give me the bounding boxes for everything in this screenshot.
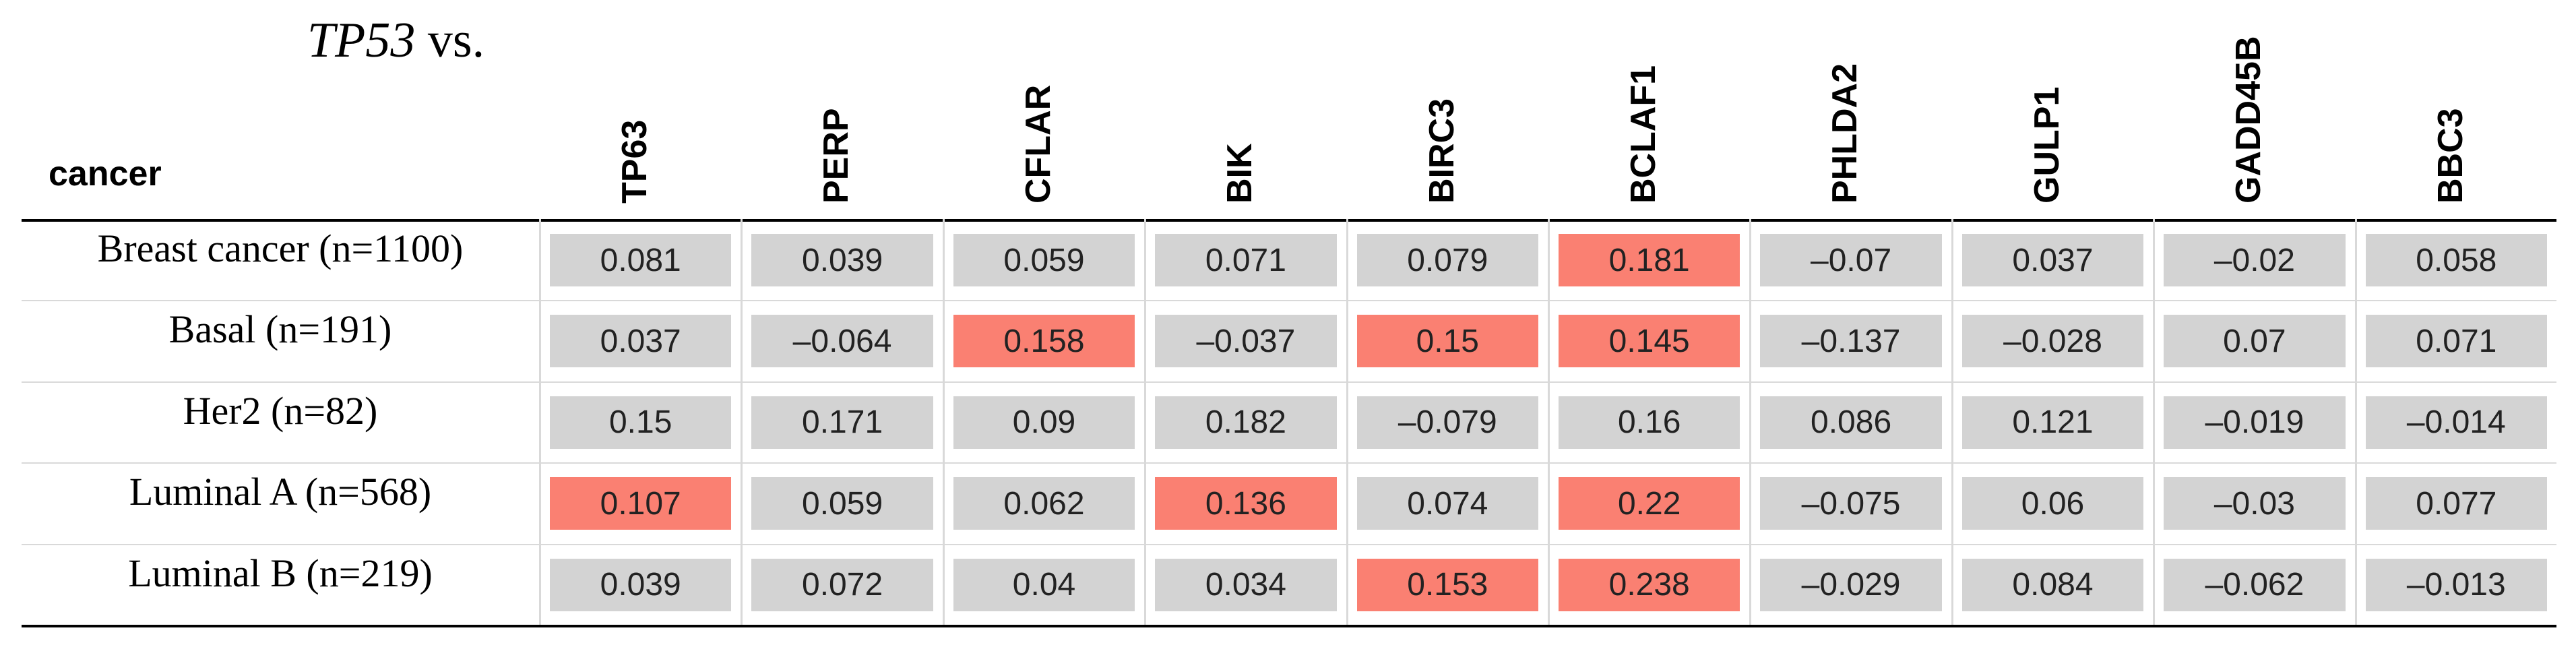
value-cell: 0.039 (751, 234, 933, 286)
value-cell: –0.075 (1760, 477, 1942, 530)
value-cell: 0.037 (1961, 234, 2144, 286)
value-cell: –0.014 (2365, 396, 2547, 449)
value-cell: 0.059 (751, 477, 933, 530)
column-header: GULP1 (2027, 86, 2067, 204)
value-cell: 0.121 (1961, 396, 2144, 449)
title-suffix: vs. (427, 13, 485, 68)
bottom-rule (22, 625, 2556, 627)
top-rule (22, 219, 2556, 222)
column-divider (1951, 219, 1953, 625)
column-divider (539, 219, 541, 625)
value-cell: 0.158 (953, 315, 1135, 368)
column-header: CFLAR (1018, 84, 1058, 204)
value-cell: 0.16 (1559, 396, 1740, 449)
value-cell: 0.081 (550, 234, 732, 286)
value-cell: 0.107 (550, 477, 732, 530)
value-cell: 0.072 (751, 558, 933, 611)
value-cell: 0.182 (1155, 396, 1337, 449)
value-cell: 0.171 (751, 396, 933, 449)
value-cell: –0.029 (1760, 558, 1942, 611)
corner-header: cancer (49, 154, 162, 193)
value-cell: 0.15 (1356, 315, 1538, 368)
value-cell: 0.238 (1559, 558, 1740, 611)
row-divider (22, 381, 2556, 383)
value-cell: 0.15 (550, 396, 732, 449)
value-cell: –0.064 (751, 315, 933, 368)
column-divider (1144, 219, 1147, 625)
value-cell: –0.079 (1356, 396, 1538, 449)
value-cell: –0.07 (1760, 234, 1942, 286)
value-cell: 0.153 (1356, 558, 1538, 611)
value-cell: 0.077 (2365, 477, 2547, 530)
row-label: Luminal B (n=219) (128, 551, 433, 595)
row-divider (22, 543, 2556, 545)
title: TP53 vs. (307, 12, 484, 69)
column-divider (2354, 219, 2357, 625)
value-cell: 0.034 (1155, 558, 1337, 611)
column-header: PERP (817, 108, 856, 204)
value-cell: 0.181 (1559, 234, 1740, 286)
value-cell: –0.03 (2164, 477, 2346, 530)
value-cell: 0.09 (953, 396, 1135, 449)
value-cell: –0.02 (2164, 234, 2346, 286)
value-cell: 0.059 (953, 234, 1135, 286)
value-cell: 0.084 (1961, 558, 2144, 611)
column-header: BIRC3 (1422, 98, 1462, 204)
value-cell: 0.039 (550, 558, 732, 611)
column-header: PHLDA2 (1825, 63, 1865, 204)
row-divider (22, 300, 2556, 302)
value-cell: 0.136 (1155, 477, 1337, 530)
value-cell: 0.071 (2365, 315, 2547, 368)
column-header: GADD45B (2229, 36, 2269, 204)
value-cell: –0.013 (2365, 558, 2547, 611)
row-label: Basal (n=191) (168, 307, 392, 352)
column-header: TP63 (615, 119, 654, 204)
column-divider (2153, 219, 2156, 625)
value-cell: 0.06 (1961, 477, 2144, 530)
value-cell: 0.04 (953, 558, 1135, 611)
value-cell: 0.145 (1559, 315, 1740, 368)
column-header: BBC3 (2430, 108, 2470, 204)
column-divider (1548, 219, 1550, 625)
value-cell: 0.071 (1155, 234, 1337, 286)
value-cell: –0.137 (1760, 315, 1942, 368)
row-divider (22, 462, 2556, 464)
column-divider (942, 219, 945, 625)
row-label: Breast cancer (n=1100) (97, 226, 464, 270)
value-cell: –0.037 (1155, 315, 1337, 368)
column-header: BCLAF1 (1624, 65, 1663, 204)
value-cell: –0.019 (2164, 396, 2346, 449)
value-cell: 0.22 (1559, 477, 1740, 530)
value-cell: 0.07 (2164, 315, 2346, 368)
column-divider (1749, 219, 1752, 625)
value-cell: 0.062 (953, 477, 1135, 530)
value-cell: 0.074 (1356, 477, 1538, 530)
column-divider (741, 219, 743, 625)
title-gene: TP53 (307, 13, 416, 68)
value-cell: –0.028 (1961, 315, 2144, 368)
value-cell: 0.086 (1760, 396, 1942, 449)
row-label: Luminal A (n=568) (129, 470, 432, 514)
row-label: Her2 (n=82) (183, 388, 378, 433)
value-cell: 0.037 (550, 315, 732, 368)
value-cell: 0.079 (1356, 234, 1538, 286)
column-divider (1346, 219, 1348, 625)
value-cell: 0.058 (2365, 234, 2547, 286)
value-cell: –0.062 (2164, 558, 2346, 611)
column-header: BIK (1220, 143, 1260, 204)
